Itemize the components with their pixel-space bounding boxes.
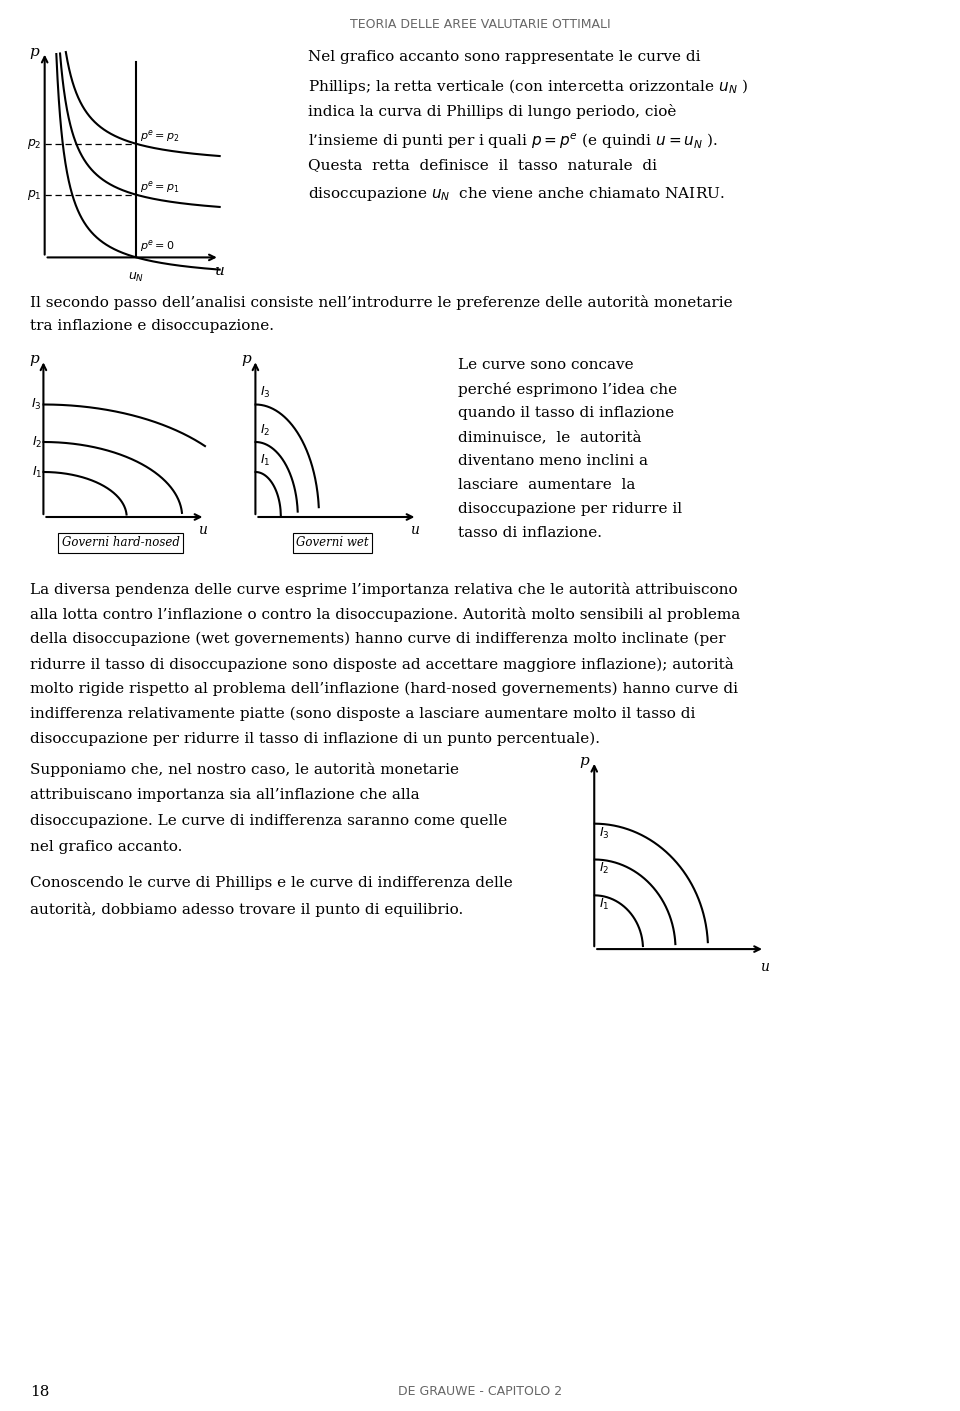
Text: $p_2$: $p_2$ <box>27 137 41 151</box>
Text: $p_1$: $p_1$ <box>27 188 41 202</box>
Text: l’insieme di punti per i quali $p = p^e$ (e quindi $u = u_N$ ).: l’insieme di punti per i quali $p = p^e$… <box>308 131 718 151</box>
Text: quando il tasso di inflazione: quando il tasso di inflazione <box>458 406 674 420</box>
Text: perché esprimono l’idea che: perché esprimono l’idea che <box>458 382 677 396</box>
Text: tasso di inflazione.: tasso di inflazione. <box>458 526 602 540</box>
Text: Le curve sono concave: Le curve sono concave <box>458 358 634 373</box>
Text: attribuiscano importanza sia all’inflazione che alla: attribuiscano importanza sia all’inflazi… <box>30 787 420 801</box>
Text: Governi wet: Governi wet <box>297 536 369 549</box>
Text: Supponiamo che, nel nostro caso, le autorità monetarie: Supponiamo che, nel nostro caso, le auto… <box>30 762 459 777</box>
Text: della disoccupazione (wet governements) hanno curve di indifferenza molto inclin: della disoccupazione (wet governements) … <box>30 632 726 646</box>
Text: autorità, dobbiamo adesso trovare il punto di equilibrio.: autorità, dobbiamo adesso trovare il pun… <box>30 902 464 917</box>
Text: indifferenza relativamente piatte (sono disposte a lasciare aumentare molto il t: indifferenza relativamente piatte (sono … <box>30 707 695 721</box>
Text: diventano meno inclini a: diventano meno inclini a <box>458 454 648 468</box>
Text: $I_1$: $I_1$ <box>260 453 270 468</box>
Text: 18: 18 <box>30 1386 49 1398</box>
Text: $I_2$: $I_2$ <box>260 422 270 437</box>
Text: u: u <box>215 264 225 278</box>
Text: ridurre il tasso di disoccupazione sono disposte ad accettare maggiore inflazion: ridurre il tasso di disoccupazione sono … <box>30 658 733 672</box>
Text: indica la curva di Phillips di lungo periodo, cioè: indica la curva di Phillips di lungo per… <box>308 104 677 119</box>
Text: disoccupazione. Le curve di indifferenza saranno come quelle: disoccupazione. Le curve di indifferenza… <box>30 814 507 828</box>
Text: $I_1$: $I_1$ <box>32 464 42 480</box>
Text: $u_N$: $u_N$ <box>129 271 144 284</box>
Text: Il secondo passo dell’analisi consiste nell’introdurre le preferenze delle autor: Il secondo passo dell’analisi consiste n… <box>30 295 732 310</box>
Text: u: u <box>410 523 419 538</box>
Text: DE GRAUWE - CAPITOLO 2: DE GRAUWE - CAPITOLO 2 <box>398 1386 562 1398</box>
Text: $I_3$: $I_3$ <box>32 396 42 412</box>
Text: p: p <box>580 753 589 768</box>
Text: tra inflazione e disoccupazione.: tra inflazione e disoccupazione. <box>30 319 274 333</box>
Text: Conoscendo le curve di Phillips e le curve di indifferenza delle: Conoscendo le curve di Phillips e le cur… <box>30 876 513 890</box>
Text: $I_3$: $I_3$ <box>260 385 271 401</box>
Text: $I_3$: $I_3$ <box>599 825 610 841</box>
Text: Phillips; la retta verticale (con intercetta orizzontale $u_N$ ): Phillips; la retta verticale (con interc… <box>308 78 748 96</box>
Text: $p^e = p_1$: $p^e = p_1$ <box>139 179 180 195</box>
Text: disoccupazione per ridurre il tasso di inflazione di un punto percentuale).: disoccupazione per ridurre il tasso di i… <box>30 732 600 746</box>
Text: p: p <box>30 353 39 367</box>
Text: Questa  retta  definisce  il  tasso  naturale  di: Questa retta definisce il tasso naturale… <box>308 158 657 172</box>
Text: p: p <box>30 45 39 59</box>
Text: molto rigide rispetto al problema dell’inflazione (hard-nosed governements) hann: molto rigide rispetto al problema dell’i… <box>30 682 738 697</box>
Text: $I_1$: $I_1$ <box>599 897 610 913</box>
Text: $I_2$: $I_2$ <box>32 435 42 450</box>
Text: disoccupazione $u_N$  che viene anche chiamato NAIRU.: disoccupazione $u_N$ che viene anche chi… <box>308 185 725 203</box>
Text: $p^e = 0$: $p^e = 0$ <box>139 237 175 254</box>
Text: $p^e = p_2$: $p^e = p_2$ <box>139 128 180 144</box>
Text: alla lotta contro l’inflazione o contro la disoccupazione. Autorità molto sensib: alla lotta contro l’inflazione o contro … <box>30 607 740 622</box>
Text: nel grafico accanto.: nel grafico accanto. <box>30 840 182 854</box>
Text: p: p <box>241 353 252 367</box>
Text: $I_2$: $I_2$ <box>599 861 610 876</box>
Text: Governi hard-nosed: Governi hard-nosed <box>61 536 180 549</box>
Text: u: u <box>760 959 769 974</box>
Text: La diversa pendenza delle curve esprime l’importanza relativa che le autorità at: La diversa pendenza delle curve esprime … <box>30 581 737 597</box>
Text: disoccupazione per ridurre il: disoccupazione per ridurre il <box>458 502 683 516</box>
Text: u: u <box>198 523 206 538</box>
Text: lasciare  aumentare  la: lasciare aumentare la <box>458 478 636 492</box>
Text: Nel grafico accanto sono rappresentate le curve di: Nel grafico accanto sono rappresentate l… <box>308 49 701 63</box>
Text: diminuisce,  le  autorità: diminuisce, le autorità <box>458 430 641 444</box>
Text: TEORIA DELLE AREE VALUTARIE OTTIMALI: TEORIA DELLE AREE VALUTARIE OTTIMALI <box>349 18 611 31</box>
